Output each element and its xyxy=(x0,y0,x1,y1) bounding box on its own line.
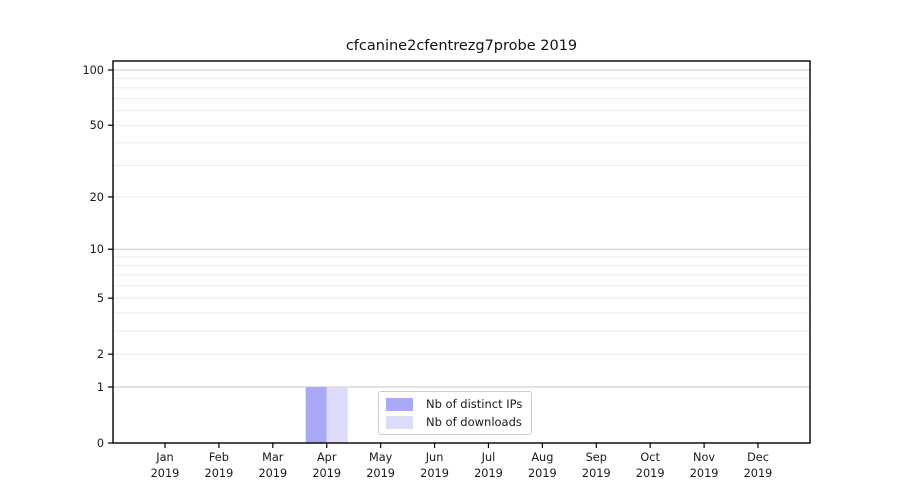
y-tick-label: 0 xyxy=(97,437,104,450)
x-tick-label-year: 2019 xyxy=(366,467,395,480)
plot-spines xyxy=(112,60,811,444)
legend: Nb of distinct IPs Nb of downloads xyxy=(378,391,533,435)
y-tick-label: 20 xyxy=(90,191,104,204)
x-tick-label-month: Feb xyxy=(209,451,229,464)
legend-item-downloads: Nb of downloads xyxy=(386,415,522,429)
x-tick-label-month: Dec xyxy=(747,451,769,464)
x-tick-label-month: Oct xyxy=(640,451,660,464)
legend-item-distinct-ips: Nb of distinct IPs xyxy=(386,397,522,411)
y-tick-label: 5 xyxy=(97,292,104,305)
x-tick-label-year: 2019 xyxy=(636,467,665,480)
x-tick-label-month: Jul xyxy=(481,451,496,464)
legend-swatch-downloads-icon xyxy=(386,415,413,429)
bar-distinct-ips xyxy=(305,386,327,443)
x-tick-label-year: 2019 xyxy=(258,467,287,480)
x-tick-label-month: Jan xyxy=(155,451,173,464)
legend-swatch-distinct-ips-icon xyxy=(386,397,413,411)
x-tick-label-year: 2019 xyxy=(205,467,234,480)
y-tick-label: 50 xyxy=(90,119,104,132)
x-tick-label-year: 2019 xyxy=(474,467,503,480)
legend-label-distinct-ips: Nb of distinct IPs xyxy=(426,397,523,411)
x-tick-label-month: Jun xyxy=(425,451,444,464)
y-tick-label: 1 xyxy=(97,381,104,394)
legend-label-downloads: Nb of downloads xyxy=(426,415,522,429)
x-tick-label-year: 2019 xyxy=(528,467,557,480)
x-tick-label-year: 2019 xyxy=(420,467,449,480)
chart-title: cfcanine2cfentrezg7probe 2019 xyxy=(345,38,578,54)
y-tick-label: 2 xyxy=(97,348,104,361)
x-tick-label-month: May xyxy=(369,451,393,464)
x-tick-label-month: Nov xyxy=(693,451,715,464)
x-tick-label-year: 2019 xyxy=(690,467,719,480)
x-tick-label-year: 2019 xyxy=(151,467,180,480)
bar-downloads xyxy=(326,386,348,443)
x-tick-label-month: Mar xyxy=(262,451,284,464)
x-tick-label-month: Aug xyxy=(531,451,553,464)
x-tick-label-year: 2019 xyxy=(582,467,611,480)
y-tick-label: 10 xyxy=(90,243,104,256)
y-tick-label: 100 xyxy=(82,64,104,77)
x-tick-label-year: 2019 xyxy=(744,467,773,480)
x-tick-label-month: Sep xyxy=(586,451,607,464)
x-tick-label-month: Apr xyxy=(317,451,337,464)
x-tick-label-year: 2019 xyxy=(312,467,341,480)
